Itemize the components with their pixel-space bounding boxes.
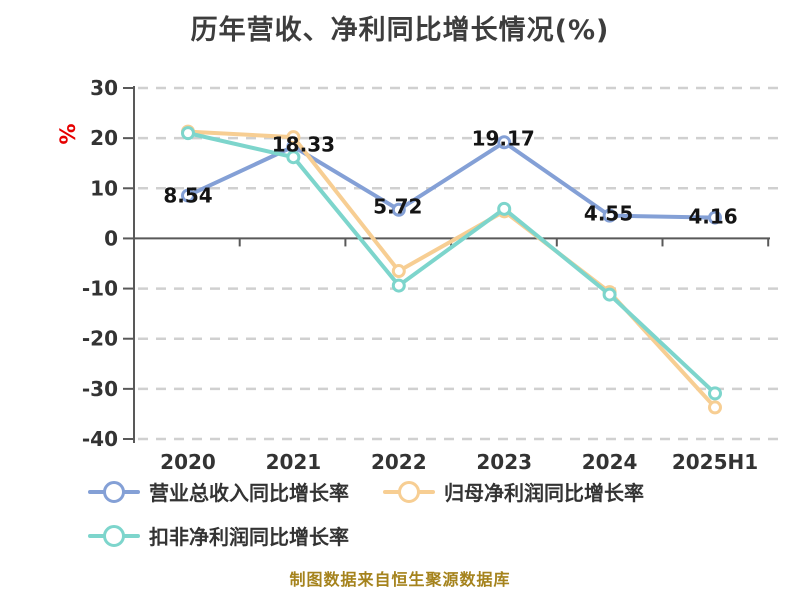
legend-label: 归母净利润同比增长率 <box>444 481 644 505</box>
legend-item-revenue-yoy: 营业总收入同比增长率 <box>88 477 349 506</box>
x-tick-label: 2024 <box>582 450 638 474</box>
data-point-marker <box>708 210 722 225</box>
y-tick-label: 30 <box>90 76 118 100</box>
y-tick-label: 20 <box>90 126 118 150</box>
data-point-marker <box>181 126 195 141</box>
series-line-2 <box>186 131 717 396</box>
legend-line-marker-icon <box>88 524 140 547</box>
x-tick-label: 2020 <box>160 450 216 474</box>
data-point-marker <box>286 130 301 145</box>
legend-label: 营业总收入同比增长率 <box>149 481 349 505</box>
y-tick-label: -40 <box>82 427 118 451</box>
legend-line-marker-icon <box>88 480 140 503</box>
data-point-marker <box>602 287 617 302</box>
y-tick-label: 0 <box>104 226 118 250</box>
x-tick-label: 2021 <box>266 450 322 474</box>
y-tick-label: 10 <box>90 176 118 200</box>
x-tick-labels: 2020 2021 2022 2023 2024 2025H1 <box>160 450 758 474</box>
y-tick-label: -10 <box>82 277 118 301</box>
data-point-marker <box>391 264 406 279</box>
series-markers-1 <box>181 124 722 415</box>
y-tick-labels: 30 20 10 0 -10 -20 -30 -40 <box>82 76 118 451</box>
y-tick-label: -30 <box>82 377 118 401</box>
data-point-label: 19.17 <box>472 126 535 150</box>
x-tick-label: 2023 <box>476 450 532 474</box>
data-point-label: 5.72 <box>373 195 422 219</box>
data-point-marker <box>602 208 617 223</box>
data-labels: 8.54 18.33 5.72 19.17 4.55 4.16 <box>163 126 737 228</box>
x-axis <box>134 237 770 247</box>
data-source-note: 制图数据来自恒生聚源数据库 <box>289 570 511 589</box>
x-tick-label: 2022 <box>371 450 427 474</box>
data-point-marker <box>286 150 301 165</box>
legend-label: 扣非净利润同比增长率 <box>149 525 349 549</box>
data-point-marker <box>181 188 195 203</box>
data-point-marker <box>391 278 406 293</box>
series-line-0 <box>186 140 717 220</box>
legend-item-net-profit-yoy: 归母净利润同比增长率 <box>383 477 644 506</box>
legend-item-non-gaap-net-profit-yoy: 扣非净利润同比增长率 <box>88 521 349 550</box>
data-point-label: 8.54 <box>163 184 212 208</box>
data-point-marker <box>497 135 512 150</box>
chart-title: 历年营收、净利同比增长情况(%) <box>190 15 610 46</box>
data-point-label: 18.33 <box>272 133 335 157</box>
y-axis <box>123 86 135 443</box>
y-tick-label: -20 <box>82 327 118 351</box>
chart-legend: 营业总收入同比增长率 归母净利润同比增长率扣非净利润同比增长率 <box>88 477 756 550</box>
data-point-label: 4.16 <box>688 205 737 229</box>
legend-line-marker-icon <box>383 480 435 503</box>
data-point-label: 4.55 <box>584 202 633 226</box>
data-point-marker <box>708 386 722 401</box>
series-line-1 <box>186 129 717 410</box>
data-point-marker <box>708 400 722 415</box>
x-tick-label: 2025H1 <box>672 450 758 474</box>
y-gridlines <box>138 86 778 441</box>
series-markers-0 <box>181 135 722 225</box>
data-point-marker <box>497 201 512 216</box>
series-markers-2 <box>181 126 722 401</box>
data-point-marker <box>391 202 406 217</box>
